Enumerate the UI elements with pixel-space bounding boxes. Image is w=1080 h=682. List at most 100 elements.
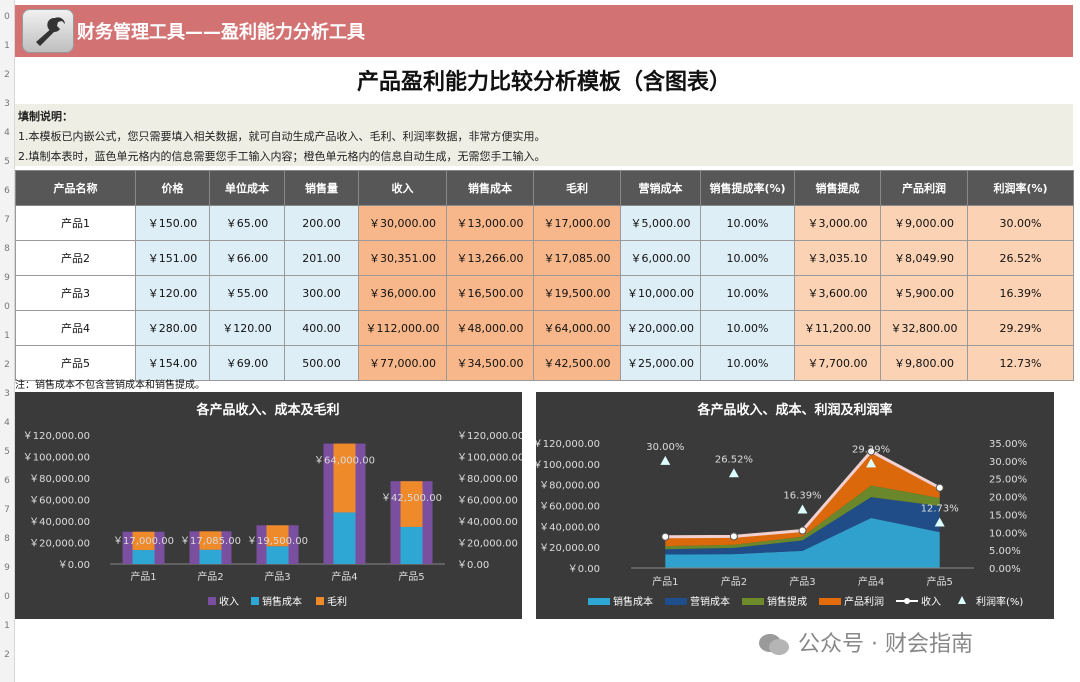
table-cell[interactable]: 400.00 — [284, 310, 359, 346]
column-header: 销售提成率(%) — [700, 170, 795, 206]
table-cell[interactable]: ￥55.00 — [209, 275, 285, 311]
legend-label: 毛利 — [327, 596, 347, 608]
row-number: 6 — [4, 186, 10, 196]
legend-swatch — [742, 598, 764, 605]
y2-tick-label: ￥60,000.00 — [457, 496, 518, 507]
legend-swatch — [665, 598, 687, 605]
x-tick-label: 产品1 — [652, 575, 678, 588]
row-number: 5 — [4, 447, 10, 457]
legend-swatch — [251, 597, 259, 605]
area-1 — [665, 497, 940, 555]
table-cell: ￥48,000.00 — [446, 310, 534, 346]
row-number: 7 — [4, 505, 10, 515]
revenue-point — [798, 526, 807, 535]
y-tick-label: ￥0.00 — [568, 564, 600, 575]
legend-label: 利润率(%) — [976, 595, 1023, 608]
table-cell: ￥30,000.00 — [358, 205, 447, 241]
table-cell[interactable]: ￥280.00 — [135, 310, 210, 346]
table-row: 产品1 ￥150.00 ￥65.00 200.00 ￥30,000.00 ￥13,000.… — [15, 205, 1074, 241]
revenue-point — [935, 483, 944, 492]
revenue-point — [867, 447, 876, 456]
table-cell[interactable]: ￥5,000.00 — [620, 205, 701, 241]
rate-point — [728, 468, 739, 478]
bar-cost — [266, 546, 289, 564]
table-cell[interactable]: 300.00 — [284, 275, 359, 311]
table-cell[interactable]: ￥120.00 — [209, 310, 285, 346]
y2-tick-label: 25.00% — [989, 475, 1027, 486]
table-cell[interactable]: 500.00 — [284, 345, 359, 381]
y2-tick-label: 0.00% — [989, 564, 1021, 575]
chart-revenue-cost-gross: 各产品收入、成本及毛利 ￥0.00 ￥0.00 ￥20,000.00 ￥20,000.0… — [15, 392, 522, 619]
table-cell: ￥17,085.00 — [533, 240, 621, 276]
table-cell[interactable]: ￥151.00 — [135, 240, 210, 276]
table-cell[interactable]: ￥65.00 — [209, 205, 285, 241]
row-number-gutter: 0 1 2 3 4 5 6 7 8 9 0 1 2 3 4 5 6 7 8 9 0 1 2 — [0, 0, 15, 682]
table-cell: ￥64,000.00 — [533, 310, 621, 346]
table-cell: ￥19,500.00 — [533, 275, 621, 311]
chart-revenue-cost-profit-rate: 各产品收入、成本、利润及利润率 ￥0.00 ￥20,000.00 ￥40,000.00… — [536, 392, 1054, 619]
instructions-line-2: 2.填制本表时，蓝色单元格内的信息需要您手工输入内容；橙色单元格内的信息自动生成… — [18, 150, 546, 163]
area-3 — [665, 451, 940, 547]
page-title: 产品盈利能力比较分析模板（含图表） — [356, 70, 731, 95]
bar-cost — [199, 549, 222, 564]
instructions-heading: 填制说明： — [18, 110, 73, 123]
table-cell[interactable]: ￥10,000.00 — [620, 275, 701, 311]
table-cell[interactable]: ￥66.00 — [209, 240, 285, 276]
y-tick-label: ￥60,000.00 — [539, 502, 600, 513]
table-cell[interactable]: 200.00 — [284, 205, 359, 241]
table-cell[interactable]: 10.00% — [700, 205, 795, 241]
app-title: 财务管理工具——盈利能力分析工具 — [77, 22, 365, 43]
table-cell[interactable]: ￥120.00 — [135, 275, 210, 311]
table-cell[interactable]: ￥25,000.00 — [620, 345, 701, 381]
table-row: 产品4 ￥280.00 ￥120.00 400.00 ￥112,000.00 ￥48,00… — [15, 310, 1074, 346]
y2-tick-label: ￥120,000.00 — [457, 431, 522, 442]
rate-label: 12.73% — [921, 504, 959, 515]
table-cell[interactable]: 10.00% — [700, 240, 795, 276]
row-number: 8 — [4, 244, 10, 254]
table-cell: ￥9,800.00 — [880, 345, 968, 381]
y2-tick-label: 10.00% — [989, 528, 1027, 539]
revenue-point — [661, 532, 670, 541]
row-number: 0 — [4, 12, 10, 22]
table-cell[interactable]: 201.00 — [284, 240, 359, 276]
data-label: ￥42,500.00 — [381, 493, 442, 504]
legend-label: 销售成本 — [262, 595, 302, 608]
row-number: 0 — [4, 302, 10, 312]
column-header: 收入 — [358, 170, 447, 206]
table-cell[interactable]: ￥6,000.00 — [620, 240, 701, 276]
column-header: 营销成本 — [620, 170, 701, 206]
row-number: 4 — [4, 418, 10, 428]
table-cell[interactable]: ￥69.00 — [209, 345, 285, 381]
x-tick-label: 产品2 — [721, 575, 747, 588]
x-tick-label: 产品3 — [264, 570, 290, 583]
rate-point — [797, 504, 808, 514]
table-cell: ￥36,000.00 — [358, 275, 447, 311]
x-tick-label: 产品2 — [197, 570, 223, 583]
column-header: 单位成本 — [209, 170, 285, 206]
rate-label: 16.39% — [783, 490, 821, 501]
rate-label: 30.00% — [646, 442, 684, 453]
table-cell[interactable]: 10.00% — [700, 310, 795, 346]
legend-label: 营销成本 — [690, 595, 730, 608]
profit-analysis-table: 产品名称 价格 单位成本 销售量 收入 销售成本 毛利 营销成本 销售提成率(%) 销售提成 产品利… — [15, 170, 1074, 381]
table-cell: 16.39% — [967, 275, 1074, 311]
table-cell[interactable]: 10.00% — [700, 345, 795, 381]
table-cell: ￥34,500.00 — [446, 345, 534, 381]
table-cell: ￥11,200.00 — [794, 310, 881, 346]
table-cell[interactable]: 10.00% — [700, 275, 795, 311]
rate-point — [660, 455, 671, 465]
column-header: 毛利 — [533, 170, 621, 206]
row-number: 4 — [4, 128, 10, 138]
table-cell[interactable]: ￥150.00 — [135, 205, 210, 241]
column-header: 价格 — [135, 170, 210, 206]
table-cell[interactable]: ￥20,000.00 — [620, 310, 701, 346]
row-number: 8 — [4, 534, 10, 544]
legend-label: 产品利润 — [844, 595, 884, 608]
bar-gross — [199, 531, 222, 550]
table-cell: 产品1 — [15, 205, 136, 241]
table-cell: ￥7,700.00 — [794, 345, 881, 381]
table-cell: 产品3 — [15, 275, 136, 311]
table-cell: 产品2 — [15, 240, 136, 276]
row-number: 5 — [4, 157, 10, 167]
area-0 — [665, 518, 940, 568]
